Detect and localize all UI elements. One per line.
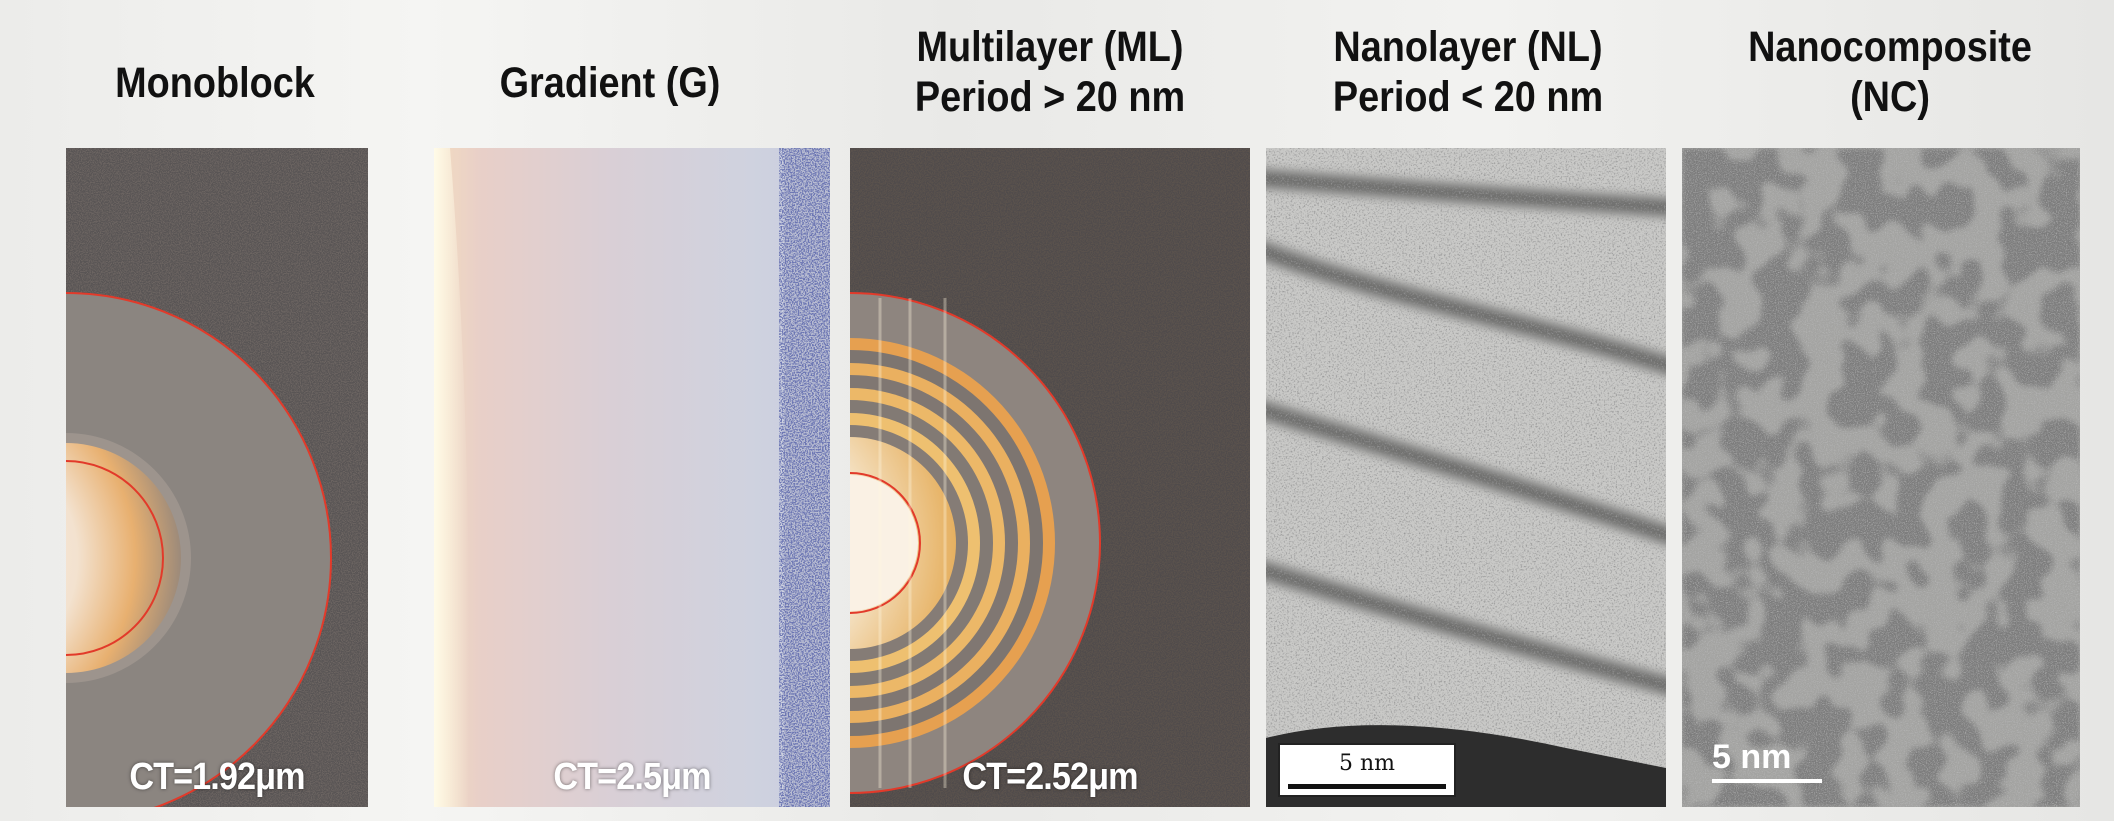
- monoblock-image: CT=1.92μm: [66, 148, 368, 807]
- scale-bar-line: [1288, 784, 1446, 789]
- coating-thickness-label: CT=1.92μm: [129, 756, 305, 798]
- scale-bar: 5 nm: [1278, 743, 1456, 797]
- coating-thickness-label: CT=2.5μm: [553, 756, 711, 798]
- gradient-image: CT=2.5μm: [434, 148, 830, 807]
- title-multilayer: Multilayer (ML) Period > 20 nm: [874, 22, 1226, 122]
- title-line: (NC): [1850, 73, 1930, 121]
- nanolayer-image: 5 nm: [1266, 148, 1666, 807]
- title-nanolayer: Nanolayer (NL) Period < 20 nm: [1292, 22, 1644, 122]
- title-line: Monoblock: [115, 59, 315, 107]
- title-line: Period < 20 nm: [1332, 73, 1604, 121]
- title-line: Gradient (G): [499, 59, 721, 107]
- title-gradient: Gradient (G): [460, 58, 759, 108]
- title-line: Multilayer (ML): [916, 23, 1184, 71]
- scale-bar-line: [1712, 779, 1822, 783]
- multilayer-image: CT=2.52μm: [850, 148, 1250, 807]
- title-nanocomposite: Nanocomposite (NC): [1705, 22, 2075, 122]
- scale-bar-label: 5 nm: [1338, 751, 1396, 776]
- nanocomposite-image: 5 nm: [1682, 148, 2080, 807]
- scale-bar-label: 5 nm: [1712, 738, 1792, 776]
- title-line: Nanocomposite: [1748, 23, 2032, 71]
- title-line: Period > 20 nm: [914, 73, 1186, 121]
- title-monoblock: Monoblock: [79, 58, 352, 108]
- title-line: Nanolayer (NL): [1333, 23, 1603, 71]
- coating-thickness-label: CT=2.52μm: [962, 756, 1138, 798]
- scale-bar: 5 nm: [1712, 738, 1822, 783]
